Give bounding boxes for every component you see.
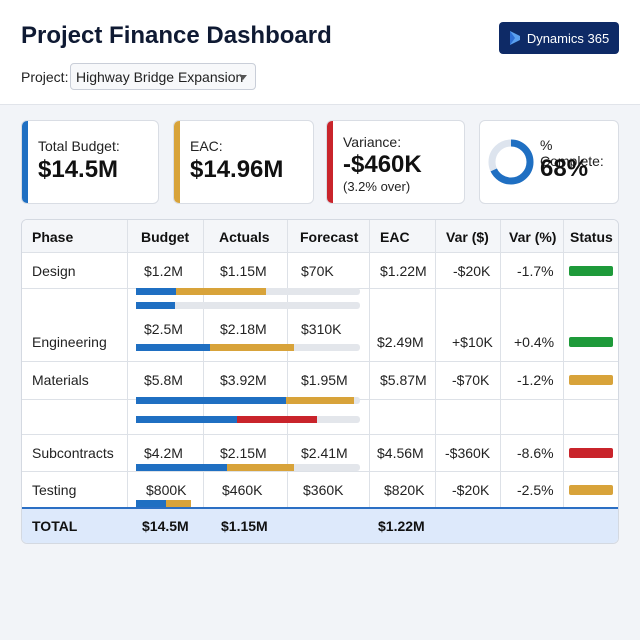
table-row-engineering-var-pct: +0.4% bbox=[514, 334, 555, 350]
col-header-phase[interactable]: Phase bbox=[32, 229, 74, 245]
project-label: Project: bbox=[21, 69, 69, 85]
table-row-engineering-budget: $2.5M bbox=[144, 321, 183, 337]
table-row-subcontracts-budget: $4.2M bbox=[144, 445, 183, 461]
col-header-actuals[interactable]: Actuals bbox=[219, 229, 270, 245]
progress-bar-actuals bbox=[136, 500, 166, 507]
table-row-testing-actuals: $460K bbox=[222, 482, 263, 498]
table-row-engineering-forecast: $310K bbox=[301, 321, 342, 337]
table-row-testing-eac: $820K bbox=[384, 482, 425, 498]
card-eac: EAC: $14.96M bbox=[173, 120, 314, 204]
status-badge-gold bbox=[569, 485, 613, 495]
card-variance: Variance: -$460K (3.2% over) bbox=[326, 120, 465, 204]
table-row-design-var-usd: -$20K bbox=[453, 263, 491, 279]
table-row-testing-var-pct: -2.5% bbox=[517, 482, 554, 498]
card-subtext: (3.2% over) bbox=[343, 179, 411, 194]
progress-bar-actuals bbox=[136, 416, 237, 423]
card-value: 68% bbox=[540, 155, 589, 182]
table-row-materials-phase: Materials bbox=[32, 372, 89, 388]
card-accent-bar bbox=[327, 121, 333, 203]
progress-bar-actuals bbox=[136, 288, 176, 295]
total-eac: $1.22M bbox=[378, 518, 425, 534]
progress-donut-arc bbox=[488, 139, 534, 185]
table-row-testing-var-usd: -$20K bbox=[452, 482, 490, 498]
card-label: EAC: bbox=[190, 138, 223, 154]
table-row-design-budget: $1.2M bbox=[144, 263, 183, 279]
card-label: % Complete: bbox=[540, 137, 604, 169]
status-badge-red bbox=[569, 448, 613, 458]
progress-bar-actuals bbox=[136, 397, 286, 404]
chevron-down-icon bbox=[239, 75, 247, 80]
status-badge-gold bbox=[569, 375, 613, 385]
table-row-materials-actuals: $3.92M bbox=[220, 372, 267, 388]
progress-bar-forecast bbox=[286, 397, 354, 404]
progress-bar-forecast bbox=[166, 500, 191, 507]
table-row-engineering-eac: $2.49M bbox=[377, 334, 424, 350]
progress-bar-actuals bbox=[136, 464, 227, 471]
table-row-testing-phase: Testing bbox=[32, 482, 77, 498]
table-row-materials-budget: $5.8M bbox=[144, 372, 183, 388]
progress-bar-actuals bbox=[136, 302, 175, 309]
table-row-materials-forecast: $1.95M bbox=[301, 372, 348, 388]
card-label: Variance: bbox=[343, 134, 402, 150]
table-row-testing-forecast: $360K bbox=[303, 482, 344, 498]
status-badge-green bbox=[569, 337, 613, 347]
card-value: -$460K bbox=[343, 151, 422, 178]
table-row-subcontracts-forecast: $2.41M bbox=[301, 445, 348, 461]
top-header: Project Finance Dashboard Dynamics 365 P… bbox=[0, 0, 640, 105]
col-header-budget[interactable]: Budget bbox=[141, 229, 190, 245]
total-label: TOTAL bbox=[32, 518, 78, 534]
table-row-design-forecast: $70K bbox=[301, 263, 334, 279]
table-row-design-eac: $1.22M bbox=[380, 263, 427, 279]
table-row-subcontracts-var-usd: -$360K bbox=[445, 445, 491, 461]
table-row-engineering-phase: Engineering bbox=[32, 334, 107, 350]
table-row-subcontracts-phase: Subcontracts bbox=[32, 445, 114, 461]
table-row-subcontracts-actuals: $2.15M bbox=[220, 445, 267, 461]
status-badge-green bbox=[569, 266, 613, 276]
page-title: Project Finance Dashboard bbox=[21, 22, 332, 49]
progress-bar-forecast bbox=[227, 464, 294, 471]
phase-table: Phase Budget Actuals Forecast EAC Var ($… bbox=[21, 219, 619, 544]
dynamics-logo-icon bbox=[509, 31, 520, 45]
table-total-row: TOTAL $14.5M $1.15M $1.22M bbox=[22, 507, 618, 543]
progress-track bbox=[136, 302, 360, 309]
card-total-budget: Total Budget: $14.5M bbox=[21, 120, 159, 204]
card-percent-complete: % Complete: 68% bbox=[479, 120, 619, 204]
table-row-engineering-var-usd: +$10K bbox=[452, 334, 493, 350]
progress-donut bbox=[488, 139, 534, 185]
brand-badge[interactable]: Dynamics 365 bbox=[499, 22, 619, 54]
card-accent-bar bbox=[174, 121, 180, 203]
col-header-status[interactable]: Status bbox=[570, 229, 613, 245]
table-header-row bbox=[22, 220, 618, 252]
table-row-materials-eac: $5.87M bbox=[380, 372, 427, 388]
table-row-testing-budget: $800K bbox=[146, 482, 187, 498]
progress-bar-actuals bbox=[136, 344, 210, 351]
table-row-subcontracts-eac: $4.56M bbox=[377, 445, 424, 461]
project-select-value: Highway Bridge Expansion bbox=[76, 68, 244, 85]
total-budget: $14.5M bbox=[142, 518, 189, 534]
card-label: Total Budget: bbox=[38, 138, 120, 154]
col-header-forecast[interactable]: Forecast bbox=[300, 229, 359, 245]
table-row-materials-var-pct: -1.2% bbox=[517, 372, 554, 388]
table-row-engineering-actuals: $2.18M bbox=[220, 321, 267, 337]
progress-bar-overrun bbox=[237, 416, 317, 423]
progress-bar-forecast bbox=[210, 344, 294, 351]
table-row-design-actuals: $1.15M bbox=[220, 263, 267, 279]
card-value: $14.96M bbox=[190, 156, 284, 183]
table-row-materials-var-usd: -$70K bbox=[452, 372, 490, 388]
progress-bar-forecast bbox=[176, 288, 266, 295]
table-row-design-var-pct: -1.7% bbox=[517, 263, 554, 279]
table-row-design-phase: Design bbox=[32, 263, 76, 279]
card-accent-bar bbox=[22, 121, 28, 203]
card-value: $14.5M bbox=[38, 156, 119, 183]
col-header-var-pct[interactable]: Var (%) bbox=[509, 229, 557, 245]
brand-label: Dynamics 365 bbox=[526, 30, 610, 46]
total-actuals: $1.15M bbox=[221, 518, 268, 534]
col-header-eac[interactable]: EAC bbox=[380, 229, 410, 245]
project-select[interactable]: Highway Bridge Expansion bbox=[70, 63, 256, 90]
col-header-var-usd[interactable]: Var ($) bbox=[446, 229, 489, 245]
table-row-subcontracts-var-pct: -8.6% bbox=[517, 445, 554, 461]
